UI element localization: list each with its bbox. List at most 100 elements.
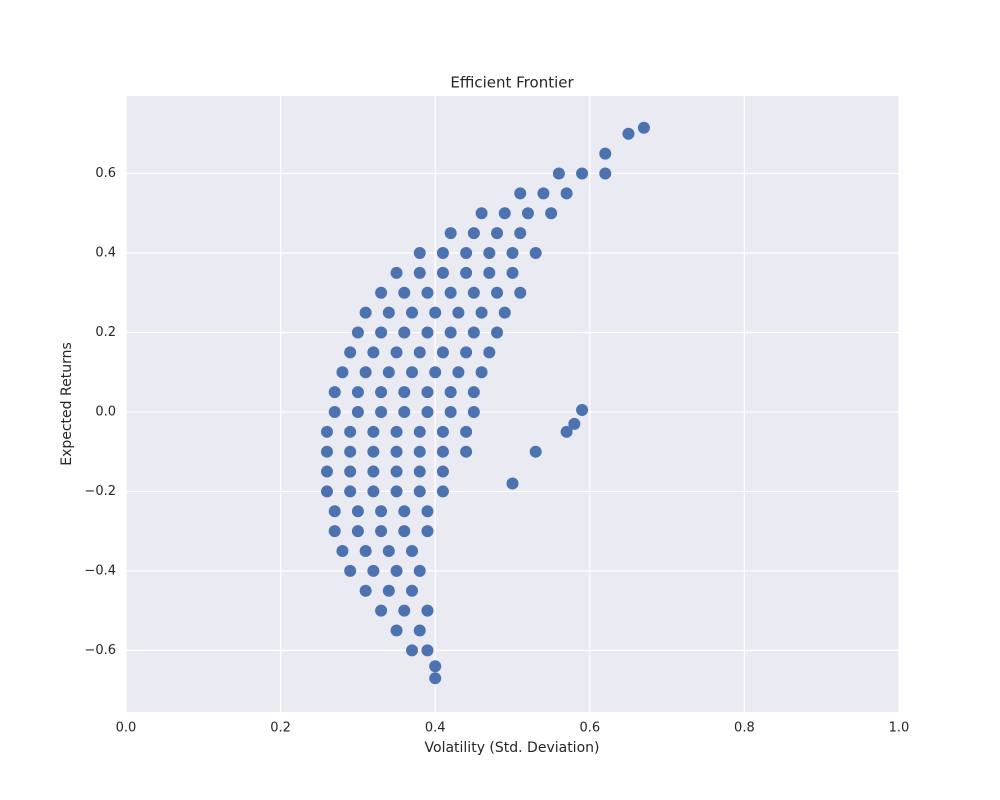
scatter-point: [529, 445, 542, 458]
scatter-point: [429, 306, 442, 319]
scatter-point: [576, 403, 589, 416]
scatter-point: [436, 346, 449, 359]
scatter-point: [351, 326, 364, 339]
scatter-point: [467, 326, 480, 339]
scatter-point: [382, 366, 395, 379]
scatter-point: [344, 445, 357, 458]
scatter-point: [367, 425, 380, 438]
y-tick-label: −0.6: [84, 643, 116, 658]
scatter-point: [344, 465, 357, 478]
scatter-point: [444, 386, 457, 399]
scatter-point: [390, 425, 403, 438]
scatter-point: [475, 207, 488, 220]
scatter-point: [506, 477, 519, 490]
scatter-point: [398, 386, 411, 399]
scatter-point: [359, 306, 372, 319]
x-tick-label: 0.2: [270, 721, 291, 736]
scatter-point: [467, 405, 480, 418]
y-tick-label: 0.0: [95, 404, 116, 419]
scatter-point: [521, 207, 534, 220]
x-tick-label: 0.6: [579, 721, 600, 736]
scatter-point: [320, 425, 333, 438]
scatter-point: [421, 525, 434, 538]
scatter-point: [344, 346, 357, 359]
scatter-point: [537, 187, 550, 200]
scatter-point: [552, 167, 565, 180]
scatter-point: [622, 127, 635, 140]
scatter-point: [436, 465, 449, 478]
scatter-point: [560, 425, 573, 438]
scatter-point: [429, 660, 442, 673]
scatter-point: [367, 465, 380, 478]
scatter-point: [599, 147, 612, 160]
scatter-point: [498, 207, 511, 220]
scatter-point: [498, 306, 511, 319]
scatter-point: [436, 266, 449, 279]
scatter-point: [367, 485, 380, 498]
scatter-point: [436, 425, 449, 438]
scatter-point: [336, 366, 349, 379]
scatter-point: [390, 445, 403, 458]
scatter-point: [344, 564, 357, 577]
scatter-point: [467, 227, 480, 240]
scatter-point: [328, 405, 341, 418]
scatter-point: [367, 564, 380, 577]
x-tick-label: 0.0: [116, 721, 137, 736]
scatter-point: [436, 246, 449, 259]
scatter-point: [483, 266, 496, 279]
scatter-point: [491, 227, 504, 240]
scatter-point: [421, 326, 434, 339]
scatter-point: [328, 505, 341, 518]
scatter-point: [398, 505, 411, 518]
x-tick-label: 0.8: [734, 721, 755, 736]
scatter-point: [514, 187, 527, 200]
scatter-point: [413, 266, 426, 279]
scatter-point: [413, 624, 426, 637]
scatter-point: [351, 525, 364, 538]
scatter-point: [491, 286, 504, 299]
scatter-point: [568, 417, 581, 430]
scatter-point: [483, 346, 496, 359]
scatter-point: [452, 306, 465, 319]
scatter-point: [406, 366, 419, 379]
scatter-point: [413, 445, 426, 458]
scatter-point: [467, 286, 480, 299]
scatter-point: [375, 525, 388, 538]
scatter-point: [599, 167, 612, 180]
scatter-point: [406, 584, 419, 597]
scatter-point: [483, 246, 496, 259]
scatter-point: [406, 644, 419, 657]
x-tick-label: 0.4: [425, 721, 446, 736]
scatter-point: [421, 604, 434, 617]
scatter-point: [467, 386, 480, 399]
scatter-point: [320, 485, 333, 498]
scatter-point: [460, 246, 473, 259]
scatter-point: [460, 425, 473, 438]
scatter-point: [413, 564, 426, 577]
y-tick-label: 0.4: [95, 245, 116, 260]
scatter-point: [413, 465, 426, 478]
scatter-point: [375, 405, 388, 418]
scatter-point: [320, 445, 333, 458]
scatter-point: [413, 346, 426, 359]
scatter-point: [529, 246, 542, 259]
scatter-point: [413, 425, 426, 438]
scatter-point: [444, 326, 457, 339]
scatter-point: [351, 405, 364, 418]
scatter-point: [359, 366, 372, 379]
scatter-point: [514, 227, 527, 240]
scatter-point: [421, 505, 434, 518]
scatter-point: [390, 465, 403, 478]
scatter-point: [576, 167, 589, 180]
scatter-point: [375, 326, 388, 339]
y-axis-label: Expected Returns: [59, 342, 75, 466]
scatter-point: [375, 386, 388, 399]
scatter-point: [359, 584, 372, 597]
scatter-point: [375, 286, 388, 299]
scatter-point: [413, 485, 426, 498]
scatter-point: [367, 346, 380, 359]
y-tick-label: −0.2: [84, 484, 116, 499]
scatter-point: [382, 584, 395, 597]
scatter-point: [351, 386, 364, 399]
